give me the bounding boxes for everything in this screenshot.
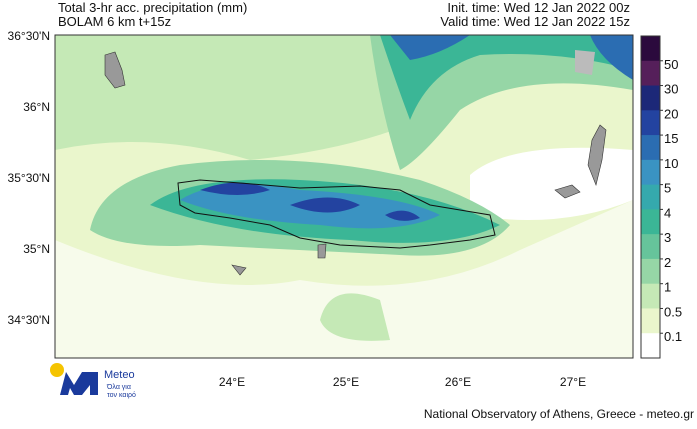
lon-label: 24°E xyxy=(219,375,245,389)
colorbar-label: 10 xyxy=(664,156,678,171)
colorbar-label: 0.5 xyxy=(664,304,682,319)
colorbar-bin xyxy=(641,36,660,62)
colorbar-bin xyxy=(641,110,660,136)
colorbar-frame xyxy=(640,35,661,359)
map xyxy=(54,34,634,359)
logo: Meteo Όλα για τον καιρό xyxy=(50,363,136,399)
lat-label: 36°30'N xyxy=(8,29,50,43)
init-time: Init. time: Wed 12 Jan 2022 00z xyxy=(447,0,630,15)
lon-label: 26°E xyxy=(445,375,471,389)
valid-time: Valid time: Wed 12 Jan 2022 15z xyxy=(440,14,630,29)
lat-label: 34°30'N xyxy=(8,313,50,327)
colorbar-label: 15 xyxy=(664,131,678,146)
colorbar-label: 20 xyxy=(664,106,678,121)
colorbar-label: 30 xyxy=(664,82,678,97)
colorbar-bin xyxy=(641,159,660,186)
colorbar-label: 3 xyxy=(664,230,671,245)
colorbar-bin xyxy=(641,209,660,235)
colorbar-bin xyxy=(641,234,660,260)
colorbar-bin xyxy=(641,258,660,285)
colorbar-label: 1 xyxy=(664,280,671,295)
colorbar-label: 0.1 xyxy=(664,329,682,344)
logo-name: Meteo xyxy=(104,369,135,381)
lon-label: 27°E xyxy=(560,375,586,389)
colorbar-bin xyxy=(641,60,660,87)
lat-label: 35°N xyxy=(23,242,50,256)
colorbar-label: 2 xyxy=(664,255,671,270)
colorbar-bin xyxy=(641,333,660,359)
colorbar-bin xyxy=(641,283,660,309)
lat-label: 36°N xyxy=(23,100,50,114)
colorbar-label: 50 xyxy=(664,57,678,72)
logo-tagline: Όλα για xyxy=(106,384,131,391)
colorbar-bin xyxy=(641,184,660,210)
logo-tagline: τον καιρό xyxy=(107,391,136,399)
footer-credit: National Observatory of Athens, Greece -… xyxy=(424,407,694,421)
lat-label: 35°30'N xyxy=(8,171,50,185)
lon-label: 25°E xyxy=(333,375,359,389)
colorbar-bin xyxy=(641,135,660,161)
colorbar-bin xyxy=(641,85,660,111)
colorbar-bin xyxy=(641,308,660,334)
colorbar-label: 5 xyxy=(664,181,671,196)
subtitle: BOLAM 6 km t+15z xyxy=(58,14,171,29)
colorbar-label: 4 xyxy=(664,205,671,220)
title: Total 3-hr acc. precipitation (mm) xyxy=(58,0,247,15)
